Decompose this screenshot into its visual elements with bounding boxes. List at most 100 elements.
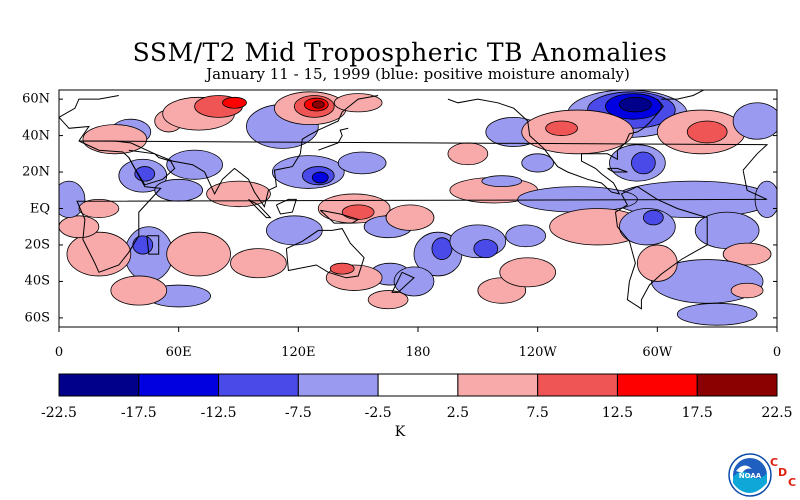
warm-anomaly-contour bbox=[166, 231, 231, 277]
cdc-logo: C D C bbox=[768, 456, 800, 496]
moist-anomaly-contour bbox=[505, 224, 547, 248]
moist-anomaly-contour bbox=[642, 209, 664, 226]
moist-anomaly-contour bbox=[337, 151, 387, 175]
coastline-south-america bbox=[614, 186, 708, 310]
coastline-north-america bbox=[447, 98, 664, 195]
warm-anomaly-contour bbox=[730, 282, 764, 299]
moist-anomaly-contour bbox=[311, 171, 329, 184]
warm-anomaly-contour bbox=[341, 204, 375, 220]
colorbar-label: 2.5 bbox=[446, 405, 469, 421]
lon-label-60e: 60E bbox=[165, 345, 192, 360]
warm-anomaly-contour bbox=[82, 124, 148, 155]
coastline-arabia bbox=[128, 149, 176, 186]
coastline-madagascar bbox=[146, 235, 160, 255]
moist-anomaly-contour bbox=[676, 302, 758, 326]
warm-anomaly-contour bbox=[329, 262, 355, 275]
colorbar-label: 12.5 bbox=[601, 405, 634, 421]
warm-anomaly-contour bbox=[59, 215, 100, 239]
colorbar-swatch bbox=[58, 373, 140, 397]
coastlines bbox=[59, 90, 769, 310]
noaa-logo-text: NOAA bbox=[739, 472, 762, 480]
warm-anomaly-contour bbox=[78, 198, 120, 219]
lat-label-eq: EQ bbox=[29, 201, 50, 216]
axis-ticks bbox=[58, 98, 778, 332]
coastline-greenland bbox=[661, 90, 705, 100]
anomaly-field bbox=[59, 90, 777, 326]
warm-anomaly-contour bbox=[311, 100, 325, 109]
colorbar-label: 7.5 bbox=[526, 405, 549, 421]
colorbar-swatch bbox=[457, 373, 539, 397]
warm-anomaly-contour bbox=[385, 204, 435, 231]
coastline-new-zealand bbox=[391, 271, 415, 293]
noaa-logo: NOAA bbox=[728, 453, 772, 497]
moist-anomaly-contour bbox=[59, 180, 86, 219]
moist-anomaly-contour bbox=[431, 237, 453, 260]
colorbar-swatch bbox=[537, 373, 618, 397]
coastline-australia bbox=[285, 228, 365, 279]
moist-anomaly-contour bbox=[631, 151, 656, 175]
coastline-borneo bbox=[275, 198, 297, 215]
moist-anomaly-contour bbox=[473, 239, 499, 259]
colorbar-units: K bbox=[394, 424, 406, 440]
warm-anomaly-contour bbox=[66, 231, 132, 277]
cdc-letter-d: D bbox=[778, 466, 788, 479]
lon-label-0: 0 bbox=[54, 345, 64, 360]
lon-label-360: 0 bbox=[772, 345, 782, 360]
lon-label-120e: 120E bbox=[281, 345, 316, 360]
warm-anomaly-contour bbox=[521, 109, 634, 155]
colorbar-swatch bbox=[377, 373, 459, 397]
lat-label-60n: 60N bbox=[22, 91, 50, 107]
lat-label-20s: 20S bbox=[24, 237, 50, 253]
lon-label-180: 180 bbox=[405, 345, 431, 360]
lat-label-20n: 20N bbox=[22, 164, 50, 180]
coastline-japan bbox=[318, 127, 349, 151]
colorbar-label: -2.5 bbox=[364, 405, 392, 421]
colorbar bbox=[58, 373, 778, 397]
coastline-new-guinea bbox=[319, 209, 360, 224]
warm-anomaly-contour bbox=[636, 244, 678, 282]
lat-label-40n: 40N bbox=[22, 128, 50, 144]
colorbar-label: -17.5 bbox=[120, 405, 157, 421]
warm-anomaly-contour bbox=[722, 242, 772, 266]
colorbar-swatch bbox=[138, 373, 220, 397]
warm-anomaly-contour bbox=[367, 290, 409, 310]
lat-label-40s: 40S bbox=[24, 273, 50, 289]
moist-anomaly-contour bbox=[154, 178, 204, 202]
warm-anomaly-contour bbox=[222, 96, 247, 109]
warm-anomaly-contour bbox=[545, 120, 578, 136]
warm-anomaly-contour bbox=[447, 142, 489, 166]
cdc-letter-c2: C bbox=[788, 476, 797, 489]
colorbar-label: -12.5 bbox=[200, 405, 237, 421]
moist-anomaly-contour bbox=[393, 266, 435, 297]
warm-anomaly-contour bbox=[110, 275, 168, 306]
colorbar-label: -7.5 bbox=[284, 405, 312, 421]
coastline-sumatra bbox=[248, 198, 272, 219]
cdc-letter-c1: C bbox=[770, 456, 779, 469]
warm-anomaly-contour bbox=[499, 257, 557, 288]
colorbar-swatch bbox=[297, 373, 379, 397]
colorbar-swatch bbox=[696, 373, 778, 397]
lon-label-120w: 120W bbox=[518, 345, 557, 360]
warm-anomaly-contour bbox=[333, 93, 383, 113]
coastline-cuba bbox=[607, 167, 628, 173]
moist-anomaly-contour bbox=[132, 235, 154, 255]
lon-label-60w: 60W bbox=[642, 345, 673, 360]
colorbar-label: 22.5 bbox=[761, 405, 793, 421]
colorbar-swatch bbox=[616, 373, 698, 397]
warm-anomaly-contour bbox=[230, 248, 287, 279]
moist-anomaly-contour bbox=[266, 215, 323, 246]
moist-anomaly-contour bbox=[481, 175, 523, 188]
moist-anomaly-contour bbox=[521, 153, 555, 173]
colorbar-label: 17.5 bbox=[681, 405, 713, 421]
map-subtitle: January 11 - 15, 1999 (blue: positive mo… bbox=[206, 65, 630, 83]
lat-label-60s: 60S bbox=[24, 310, 50, 326]
coastline-eurasia bbox=[78, 95, 379, 208]
coastline-europe-north bbox=[59, 95, 119, 142]
warm-anomaly-contour bbox=[686, 120, 728, 144]
warm-anomaly-contour bbox=[206, 180, 271, 208]
moist-anomaly-contour bbox=[619, 96, 652, 113]
coastline-africa bbox=[76, 140, 769, 273]
moist-anomaly-contour bbox=[166, 149, 223, 180]
map-title: SSM/T2 Mid Tropospheric TB Anomalies bbox=[132, 38, 668, 67]
